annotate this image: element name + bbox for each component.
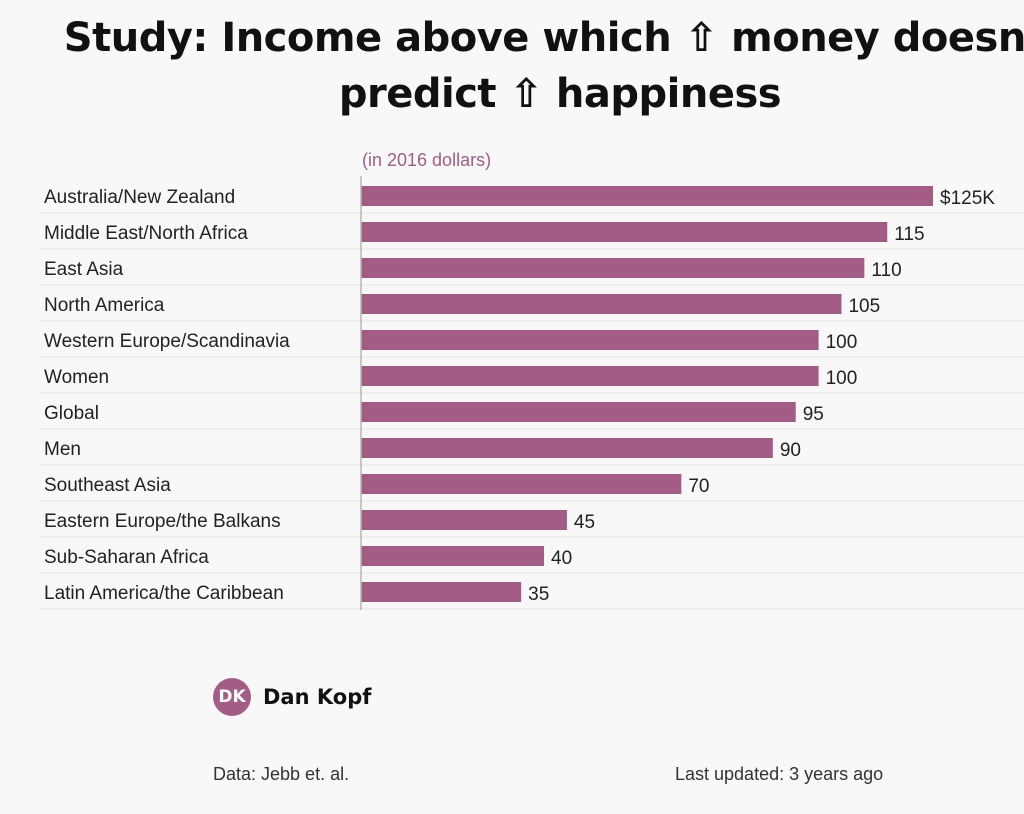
category-label: Middle East/North Africa: [44, 223, 248, 244]
category-label: Eastern Europe/the Balkans: [44, 511, 281, 532]
bar: [361, 582, 522, 602]
grid-lines: [40, 212, 1024, 610]
category-label: Sub-Saharan Africa: [44, 547, 209, 568]
value-label: 70: [688, 476, 709, 497]
category-label: Women: [44, 367, 109, 388]
category-label: Men: [44, 439, 81, 460]
value-label: 105: [848, 296, 880, 317]
bar-chart: (in 2016 dollars) Australia/New Zealand M…: [0, 140, 1024, 625]
bar: [361, 510, 567, 530]
bar-chart-svg: (in 2016 dollars) Australia/New Zealand M…: [40, 150, 1024, 610]
bar: [361, 258, 865, 278]
value-label: 110: [871, 260, 901, 281]
bars: [361, 186, 933, 602]
category-label: Australia/New Zealand: [44, 187, 235, 208]
value-label: 40: [551, 548, 572, 569]
bar: [361, 294, 842, 314]
bar: [361, 366, 819, 386]
bar: [361, 402, 796, 422]
author-name: Dan Kopf: [263, 685, 372, 709]
last-updated: Last updated: 3 years ago: [675, 764, 884, 784]
value-label: 35: [528, 584, 549, 605]
author-avatar: DK: [213, 678, 251, 716]
value-label: 100: [826, 332, 858, 353]
value-label: 90: [780, 440, 801, 461]
category-label: Western Europe/Scandinavia: [44, 331, 290, 352]
value-label: 45: [574, 512, 595, 533]
category-label: Global: [44, 403, 99, 424]
bar: [361, 546, 545, 566]
bar: [361, 330, 819, 350]
bar: [361, 222, 888, 242]
author-byline[interactable]: DK Dan Kopf: [213, 678, 371, 716]
value-label: 115: [894, 224, 924, 245]
category-label: Southeast Asia: [44, 475, 171, 496]
value-label: $125K: [940, 188, 995, 209]
unit-label: (in 2016 dollars): [362, 150, 491, 170]
category-labels: Australia/New Zealand Middle East/North A…: [44, 187, 290, 604]
value-label: 100: [826, 368, 858, 389]
chart-title: Study: Income above which ⇧ money doesn'…: [63, 15, 1024, 117]
data-source: Data: Jebb et. al.: [213, 764, 350, 784]
category-label: Latin America/the Caribbean: [44, 583, 284, 604]
bar: [361, 186, 933, 206]
value-label: 95: [803, 404, 824, 425]
category-label: East Asia: [44, 259, 124, 280]
category-label: North America: [44, 295, 165, 316]
bar: [361, 438, 773, 458]
bar: [361, 474, 682, 494]
